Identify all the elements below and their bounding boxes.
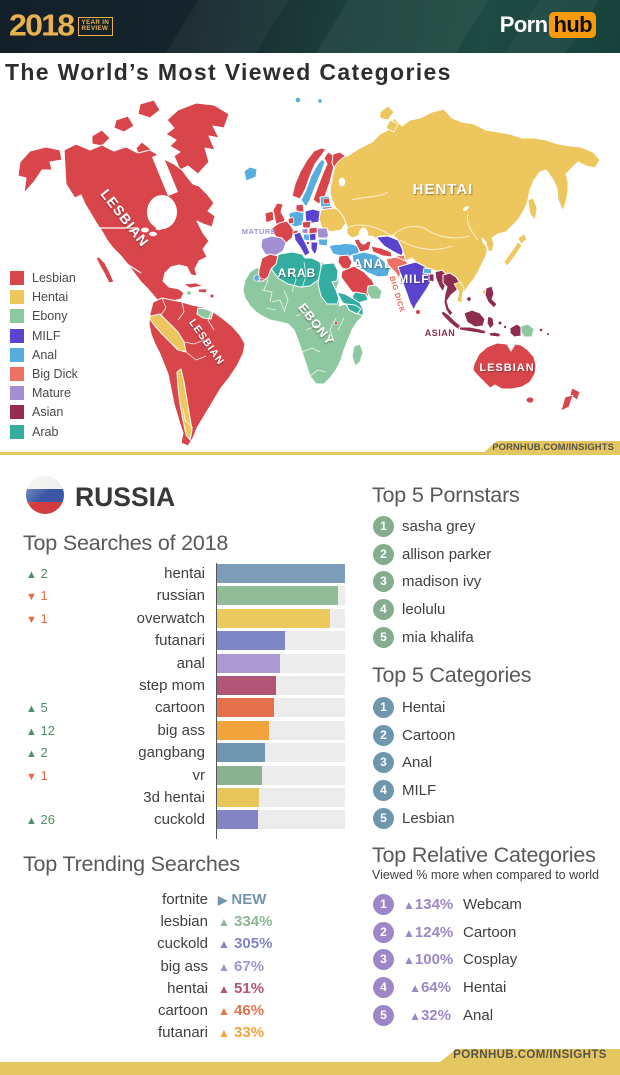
svg-text:HENTAI: HENTAI [413,181,474,198]
svg-text:ANAL: ANAL [353,256,393,271]
svg-text:ARAB: ARAB [278,266,317,280]
svg-text:LESBIAN: LESBIAN [479,362,534,374]
svg-text:ASIAN: ASIAN [425,328,456,338]
svg-text:MATURE: MATURE [242,227,277,236]
svg-text:MILF: MILF [399,274,430,286]
